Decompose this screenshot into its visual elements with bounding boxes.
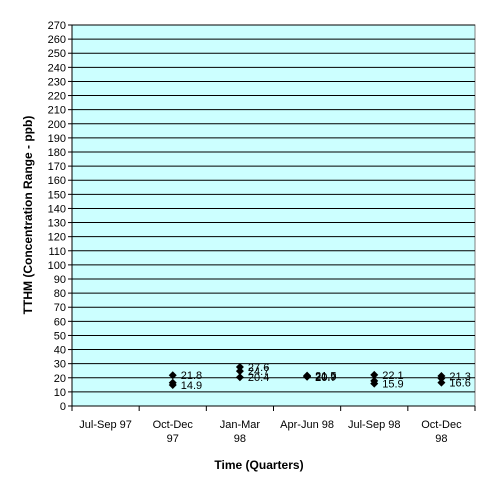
x-tick-label: Apr-Jun 98: [280, 419, 334, 431]
y-tick-label: 20: [54, 373, 66, 385]
x-tick-label: Jul-Sep 97: [79, 419, 132, 431]
y-tick-label: 80: [54, 288, 66, 300]
data-label: 16.6: [449, 378, 470, 390]
data-point-marker: [370, 370, 379, 379]
x-tick-label: Oct-Dec 97: [153, 419, 194, 445]
y-tick-label: 60: [54, 316, 66, 328]
y-axis-title: TTHM (Concentration Range - ppb): [21, 116, 35, 315]
y-tick-label: 200: [48, 119, 66, 131]
y-tick-label: 250: [48, 48, 66, 60]
data-point-marker: [235, 363, 244, 372]
data-label: 21.8: [181, 370, 202, 382]
data-point-marker: [303, 372, 312, 381]
y-tick-label: 10: [54, 387, 66, 399]
y-tick-label: 240: [48, 62, 66, 74]
y-tick-label: 150: [48, 189, 66, 201]
data-point-marker: [235, 367, 244, 376]
y-tick-label: 120: [48, 232, 66, 244]
data-points: 21.814.9 27.624.720.4 21.520.920.7 22.115.9…: [168, 362, 471, 392]
y-tick-label: 260: [48, 34, 66, 46]
y-tick-label: 110: [48, 246, 66, 258]
data-label: 20.7: [315, 372, 336, 384]
y-tick-label: 0: [60, 401, 66, 413]
x-tick-label: Oct-Dec 98: [421, 419, 462, 445]
data-label: 14.9: [181, 380, 202, 392]
y-tick-label: 30: [54, 359, 66, 371]
data-point-marker: [235, 373, 244, 382]
data-label: 20.4: [248, 372, 269, 384]
y-tick-label: 220: [48, 91, 66, 103]
y-tick-label: 100: [48, 260, 66, 272]
y-tick-label: 170: [48, 161, 66, 173]
y-tick-label: 210: [48, 105, 66, 117]
data-point-marker: [437, 374, 446, 383]
data-label: 27.6: [248, 362, 269, 374]
data-label: 20.9: [315, 372, 336, 384]
y-tick-label: 90: [54, 274, 66, 286]
x-tick-label: Jul-Sep 98: [348, 419, 401, 431]
data-point-marker: [168, 371, 177, 380]
x-axis-title: Time (Quarters): [214, 458, 303, 472]
plot-area: [71, 24, 476, 407]
y-tick-label: 230: [48, 76, 66, 88]
data-point-marker: [168, 380, 177, 389]
y-tick-label: 70: [54, 302, 66, 314]
y-tick-label: 160: [48, 175, 66, 187]
data-label: 24.7: [248, 366, 269, 378]
y-tick-label: 40: [54, 345, 66, 357]
data-label: 21.3: [449, 371, 470, 383]
y-tick-label: 140: [48, 203, 66, 215]
y-tick-label: 130: [48, 218, 66, 230]
data-point-marker: [370, 379, 379, 388]
gridlines: [72, 24, 475, 393]
x-tick-label: Jan-Mar 98: [220, 419, 261, 445]
y-tick-label: 270: [48, 20, 66, 32]
data-label: 15.9: [382, 379, 403, 391]
data-label: 22.1: [382, 370, 403, 382]
y-axis: 0 10 20 30 40 50 60 70 80 90 100 110 120 130 140 150 160…: [48, 20, 73, 413]
y-tick-label: 50: [54, 330, 66, 342]
data-point-marker: [437, 378, 446, 387]
data-label: 21.5: [315, 371, 336, 383]
x-axis: Jul-Sep 97 Oct-Dec 97 Jan-Mar 98 Apr-Jun 98 Ju…: [71, 405, 476, 445]
y-tick-label: 190: [48, 133, 66, 145]
y-tick-label: 180: [48, 147, 66, 159]
